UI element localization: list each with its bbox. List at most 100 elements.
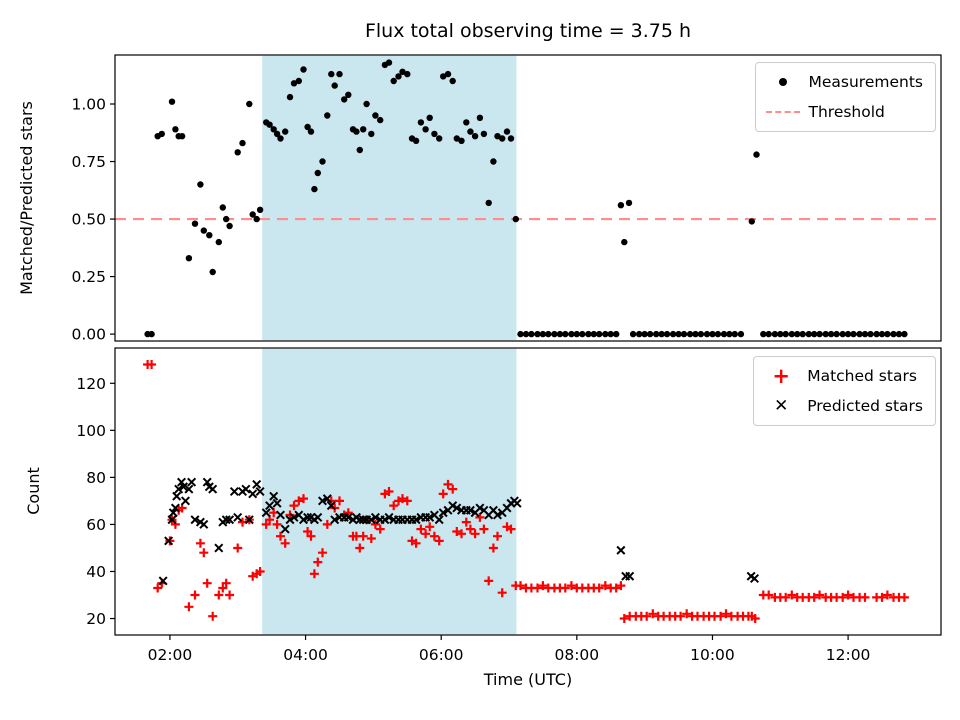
data-point (860, 592, 870, 602)
data-point (313, 512, 323, 522)
data-point (781, 592, 791, 602)
data-point (856, 330, 863, 338)
data-point (731, 330, 738, 338)
data-point (522, 330, 530, 338)
data-point (566, 581, 576, 591)
chart-title: Flux total observing time = 3.75 h (364, 20, 692, 42)
data-point (286, 93, 294, 101)
legend-bottom-panel: + Matched stars ✕ Predicted stars (753, 356, 936, 426)
data-point (488, 543, 498, 553)
data-point (499, 135, 506, 142)
data-point (551, 330, 558, 338)
data-point (611, 583, 621, 593)
data-point (753, 151, 760, 158)
data-point (214, 543, 224, 553)
data-point (440, 73, 447, 80)
data-point (358, 515, 368, 525)
data-point (787, 590, 797, 600)
data-point (782, 330, 789, 338)
data-point (877, 592, 887, 602)
legend-label-measurements: Measurements (808, 73, 924, 91)
data-point (843, 590, 853, 600)
data-point (895, 330, 903, 338)
data-point (353, 128, 360, 135)
data-point (248, 489, 258, 499)
data-point (200, 227, 207, 234)
legend-entry-predicted: ✕ Predicted stars (763, 396, 923, 416)
data-point (336, 70, 343, 78)
data-point (411, 538, 421, 548)
legend-top-panel: Measurements Threshold (754, 62, 936, 132)
data-point (355, 515, 365, 525)
data-point (438, 489, 448, 499)
data-point (398, 494, 407, 504)
data-point (255, 486, 265, 497)
data-point (493, 531, 502, 541)
legend-entry-measurements: Measurements (765, 72, 924, 92)
data-point (748, 218, 755, 225)
data-point (492, 510, 503, 520)
data-point (289, 512, 299, 522)
data-point (289, 501, 299, 511)
data-point (158, 130, 165, 138)
data-point (366, 534, 376, 543)
data-point (190, 590, 200, 600)
data-point (191, 220, 199, 227)
data-point (219, 204, 226, 211)
data-point (507, 135, 515, 142)
data-point (452, 527, 462, 536)
data-point (457, 529, 466, 539)
data-point (448, 484, 458, 494)
data-point (411, 515, 421, 525)
series-x (158, 477, 760, 586)
data-point (839, 330, 846, 338)
data-point (343, 508, 353, 518)
data-point (221, 578, 231, 588)
data-point (726, 330, 733, 338)
data-point (280, 538, 290, 548)
data-point (465, 505, 475, 515)
data-point (195, 538, 205, 548)
data-point (164, 536, 174, 546)
data-point (300, 66, 307, 73)
data-point (720, 330, 728, 338)
data-point (629, 330, 637, 338)
data-point (463, 119, 470, 126)
data-point (309, 569, 319, 579)
data-point (246, 100, 253, 108)
data-point (282, 128, 289, 135)
data-point (265, 501, 275, 511)
data-point (438, 508, 448, 518)
data-point (596, 330, 603, 338)
data-point (867, 330, 874, 338)
data-point (426, 114, 433, 122)
data-point (384, 512, 394, 522)
y-tick-label: 100 (76, 422, 106, 440)
data-point (646, 330, 654, 338)
data-point (465, 524, 475, 534)
y-tick-label: 0.75 (71, 153, 106, 171)
data-point (372, 112, 379, 119)
data-point (153, 583, 163, 593)
data-point (737, 330, 745, 338)
data-point (233, 512, 243, 522)
data-point (280, 524, 290, 534)
data-point (765, 330, 772, 338)
data-point (449, 77, 456, 85)
legend-label-threshold: Threshold (808, 103, 885, 121)
measurements-dot-icon (778, 78, 787, 86)
data-point (317, 496, 328, 506)
data-point (844, 330, 852, 338)
y-axis-label-ratio: Matched/Predicted stars (17, 101, 36, 295)
data-point (884, 330, 891, 338)
data-point (402, 496, 412, 506)
data-point (777, 330, 784, 338)
data-point (209, 268, 216, 276)
data-point (322, 494, 332, 504)
data-point (827, 330, 835, 338)
data-point (434, 536, 444, 546)
data-point (590, 330, 597, 338)
data-point (750, 614, 760, 623)
data-point (208, 484, 218, 494)
y-tick-label: 20 (86, 610, 106, 628)
